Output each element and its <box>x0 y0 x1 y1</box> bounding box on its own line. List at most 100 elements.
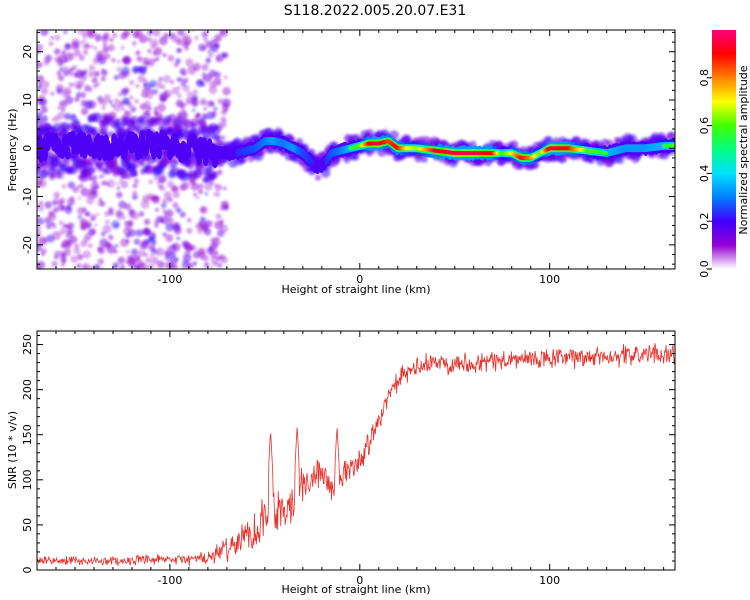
spectrogram-cell <box>165 209 174 218</box>
spectrogram-cell <box>130 248 139 256</box>
spectrogram-cell <box>69 72 74 77</box>
spectrogram-cell <box>182 253 192 263</box>
spectrogram-cell <box>149 253 155 258</box>
spectrogram-cell <box>37 74 45 84</box>
spectrogram-cell <box>137 249 145 258</box>
spectrogram-cell <box>158 77 163 82</box>
spectrogram-cell <box>111 58 116 63</box>
spectrogram-cell <box>151 195 161 204</box>
spectrogram-cell <box>197 189 204 195</box>
spectrogram-cell <box>194 35 199 41</box>
spectrogram-cell <box>163 191 172 199</box>
spectrogram-cell <box>181 240 189 248</box>
spectrogram-cell <box>162 52 167 58</box>
spectrogram-cell <box>137 74 146 83</box>
spectrogram-cell <box>82 101 86 105</box>
spectrogram-ridge <box>37 128 675 175</box>
spectrogram-cell <box>80 93 86 99</box>
spectrogram-cell <box>148 263 155 269</box>
spectrogram-y-ticks: -20 -10 0 10 20 <box>21 31 675 265</box>
spectrogram-cell <box>120 88 128 96</box>
spectrogram-cell <box>131 41 137 46</box>
y-tick-label: 150 <box>21 424 34 445</box>
spectrogram-cell <box>57 74 65 82</box>
colorbar-tick-label: 0.0 <box>698 260 711 278</box>
spectrogram-cell <box>158 184 163 190</box>
spectrogram-cell <box>111 220 120 229</box>
spectrogram-cell <box>61 50 67 55</box>
spectrogram-cell <box>59 220 64 225</box>
snr-y-ticks: 0 50 100 150 200 250 <box>21 334 675 574</box>
spectrogram-cell <box>165 93 171 99</box>
spectrogram-cell <box>114 244 119 248</box>
spectrogram-cell <box>211 237 221 247</box>
spectrogram-cell <box>94 33 102 42</box>
spectrogram-cell <box>123 98 130 105</box>
spectrogram-cell <box>61 262 65 267</box>
spectrogram-cell <box>167 197 173 202</box>
spectrogram-cell <box>56 70 62 76</box>
spectrogram-cell <box>152 89 158 95</box>
spectrogram-cell <box>104 211 110 217</box>
spectrogram-cell <box>163 211 168 216</box>
spectrogram-cell <box>169 256 178 265</box>
spectrogram-cell <box>92 83 98 89</box>
y-tick-label: 50 <box>21 518 34 532</box>
spectrogram-cell <box>104 242 111 249</box>
spectrogram-cell <box>117 256 126 265</box>
spectrogram-cell <box>205 57 211 63</box>
spectrogram-cell <box>63 86 72 96</box>
spectrogram-cell <box>210 265 214 269</box>
spectrogram-y-label: Frequency (Hz) <box>6 109 19 192</box>
spectrogram-cell <box>289 136 296 143</box>
spectrogram-cell <box>87 243 93 249</box>
spectrogram-cell <box>222 87 231 96</box>
spectrogram-cell <box>57 106 61 110</box>
spectrogram-cell <box>160 202 167 209</box>
spectrogram-cell <box>180 78 185 82</box>
spectrogram-cell <box>197 183 204 190</box>
spectrogram-cell <box>101 174 105 179</box>
spectrogram-cell <box>191 94 198 101</box>
spectrogram-cell <box>207 49 211 53</box>
spectrogram-cell <box>80 40 84 45</box>
spectrogram-cell <box>108 99 113 105</box>
spectrogram-cell <box>152 50 158 56</box>
spectrogram-cell <box>208 85 218 95</box>
y-tick-label: 0 <box>21 145 34 152</box>
spectrogram-cell <box>82 262 91 269</box>
spectrogram-cell <box>112 262 119 269</box>
spectrogram-cell <box>37 111 43 119</box>
spectrogram-cell <box>201 31 209 38</box>
spectrogram-cell <box>101 35 109 43</box>
spectrogram-cell <box>203 36 208 42</box>
spectrogram-cell <box>38 169 48 180</box>
spectrogram-cell <box>216 169 223 176</box>
spectrogram-cell <box>672 143 675 148</box>
spectrogram-cell <box>40 105 48 114</box>
spectrogram-cell <box>99 124 109 134</box>
snr-panel: -100 0 100 0 50 100 150 200 250 Height of strai… <box>6 330 676 596</box>
spectrogram-cell <box>130 211 140 220</box>
spectrogram-cell <box>67 222 75 229</box>
snr-x-label: Height of straight line (km) <box>281 583 430 596</box>
spectrogram-cell <box>48 41 54 47</box>
spectrogram-cell <box>54 250 61 257</box>
spectrogram-cell <box>296 137 303 145</box>
snr-x-ticks: -100 0 100 <box>36 331 665 587</box>
x-tick-label: -100 <box>157 273 182 286</box>
spectrogram-cell <box>176 48 181 53</box>
spectrogram-cell <box>145 265 150 269</box>
spectrogram-cell <box>104 53 111 60</box>
spectrogram-cell <box>65 43 71 48</box>
spectrogram-cell <box>175 207 182 213</box>
spectrogram-cell <box>220 121 227 128</box>
spectrogram-cell <box>74 243 80 249</box>
x-tick-label: -100 <box>157 574 182 587</box>
spectrogram-cell <box>208 100 214 106</box>
spectrogram-cell <box>83 38 87 43</box>
spectrogram-cell <box>214 220 224 230</box>
spectrogram-cell <box>146 36 152 42</box>
y-tick-label: 10 <box>21 93 34 107</box>
spectrogram-cell <box>96 82 100 86</box>
